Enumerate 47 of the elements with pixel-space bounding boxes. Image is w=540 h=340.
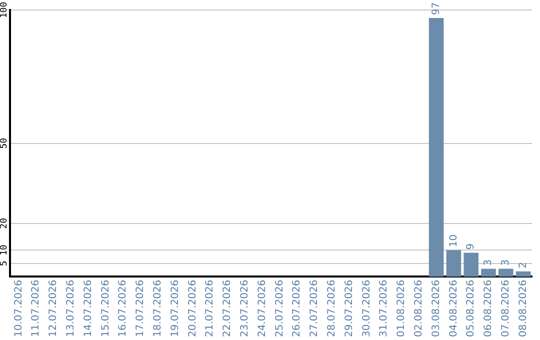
data-label: 3 — [500, 259, 512, 266]
y-tick-label: 50 — [0, 138, 10, 149]
data-label: 2 — [518, 262, 529, 268]
x-tick-label: 15.07.2026 — [100, 280, 112, 338]
x-tick-label: 24.07.2026 — [256, 280, 268, 338]
y-tick-label: 5 — [0, 260, 10, 266]
x-tick-label: 30.07.2026 — [361, 280, 372, 338]
x-tick-label: 20.07.2026 — [187, 280, 198, 338]
x-tick-label: 07.08.2026 — [500, 280, 512, 338]
x-tick-label: 31.07.2026 — [378, 280, 390, 338]
x-tick-label: 16.07.2026 — [118, 280, 129, 338]
x-tick-label: 18.07.2026 — [152, 280, 164, 338]
x-tick-label: 14.07.2026 — [82, 280, 94, 338]
bar — [481, 268, 496, 277]
x-tick-label: 25.07.2026 — [274, 280, 286, 338]
bar — [464, 252, 478, 277]
x-tick-label: 06.08.2026 — [483, 280, 494, 338]
bar — [428, 18, 444, 277]
x-tick-label: 03.08.2026 — [430, 280, 442, 338]
x-tick-label: 12.07.2026 — [48, 280, 60, 338]
data-label: 9 — [466, 243, 477, 250]
x-tick-label: 04.08.2026 — [448, 280, 460, 338]
x-tick-label: 17.07.2026 — [135, 280, 146, 338]
x-tick-label: 13.07.2026 — [65, 280, 76, 338]
x-tick-label: 23.07.2026 — [239, 280, 250, 338]
y-tick-label: 100 — [0, 2, 10, 18]
x-tick-label: 11.07.2026 — [30, 280, 42, 338]
x-tick-label: 22.07.2026 — [222, 280, 234, 338]
x-tick-label: 05.08.2026 — [466, 280, 477, 338]
x-tick-label: 27.07.2026 — [309, 280, 320, 338]
x-tick-label: 28.07.2026 — [326, 280, 338, 338]
bar — [498, 268, 514, 277]
x-tick-label: 01.08.2026 — [396, 280, 408, 338]
y-tick-label: 10 — [0, 244, 10, 256]
data-label: 10 — [448, 234, 460, 248]
x-tick-label: 08.08.2026 — [518, 280, 529, 338]
x-tick-label: 10.07.2026 — [13, 280, 24, 338]
bar — [446, 250, 462, 277]
x-tick-label: 26.07.2026 — [292, 280, 303, 338]
data-label: 97 — [430, 2, 442, 15]
x-tick-label: 19.07.2026 — [170, 280, 181, 338]
x-tick-label: 29.07.2026 — [344, 280, 355, 338]
x-tick-label: 02.08.2026 — [413, 280, 424, 338]
x-tick-label: 21.07.2026 — [204, 280, 216, 338]
data-label: 3 — [483, 259, 494, 266]
bar — [516, 271, 531, 277]
y-tick-label: 20 — [0, 218, 10, 229]
